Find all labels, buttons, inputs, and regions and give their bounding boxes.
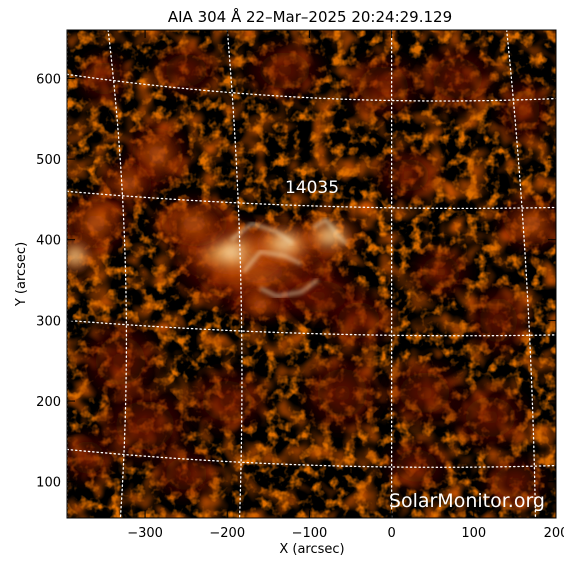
emission-patch (95, 155, 162, 212)
emission-patch (461, 276, 536, 365)
y-tick-label: 600 (36, 72, 61, 87)
y-axis-label: Y (arcsec) (14, 242, 29, 307)
emission-patch (67, 425, 121, 490)
x-axis-label: X (arcsec) (279, 542, 344, 557)
x-tick-label: 200 (544, 526, 564, 541)
emission-patch (317, 284, 400, 357)
x-tick-label: 0 (387, 526, 395, 541)
latitude-line (67, 73, 556, 102)
emission-patch (490, 70, 556, 151)
y-axis-ticks: 100 200 300 400 500 600 (36, 72, 556, 491)
emission-patch (366, 142, 450, 208)
x-tick-label: −200 (209, 526, 245, 541)
watermark: SolarMonitor.org (389, 490, 545, 512)
x-axis-ticks: −300 −200 −100 0 100 200 (127, 30, 564, 541)
latitude-line (67, 190, 556, 210)
y-tick-label: 500 (36, 153, 61, 168)
coronal-loop (313, 218, 348, 245)
emission-regions (67, 34, 556, 514)
emission-patch (408, 38, 507, 119)
longitude-line (107, 30, 128, 518)
y-tick-label: 100 (36, 476, 61, 491)
coronal-loop (230, 222, 294, 245)
emission-patch (293, 344, 392, 442)
emission-patch (177, 360, 277, 442)
emission-patch (235, 34, 335, 107)
emission-patch (293, 211, 367, 260)
heliographic-grid (67, 30, 556, 518)
y-tick-label: 200 (36, 395, 61, 410)
emission-patch (403, 239, 478, 305)
coronal-loop (242, 250, 302, 273)
x-tick-label: 100 (461, 526, 486, 541)
x-tick-label: −300 (127, 526, 163, 541)
emission-patch (334, 46, 433, 127)
longitude-line (226, 30, 243, 518)
y-tick-label: 400 (36, 234, 61, 249)
emission-patch (145, 191, 244, 256)
emission-patch (145, 38, 228, 103)
active-region-label: 14035 (285, 178, 339, 198)
latitude-line (67, 319, 556, 337)
y-tick-label: 300 (36, 314, 61, 329)
emission-patch (145, 441, 228, 506)
latitude-line (67, 448, 556, 468)
plot-border (66, 29, 557, 519)
solar-image (67, 30, 556, 518)
image-title: AIA 304 Å 22–Mar–2025 20:24:29.129 (168, 7, 452, 26)
longitude-line (506, 30, 537, 518)
emission-patch (67, 231, 100, 281)
coronal-loop (259, 279, 319, 298)
emission-patch (375, 433, 458, 498)
emission-patch (440, 376, 540, 458)
x-tick-label: −100 (292, 526, 328, 541)
emission-patch (71, 46, 137, 111)
